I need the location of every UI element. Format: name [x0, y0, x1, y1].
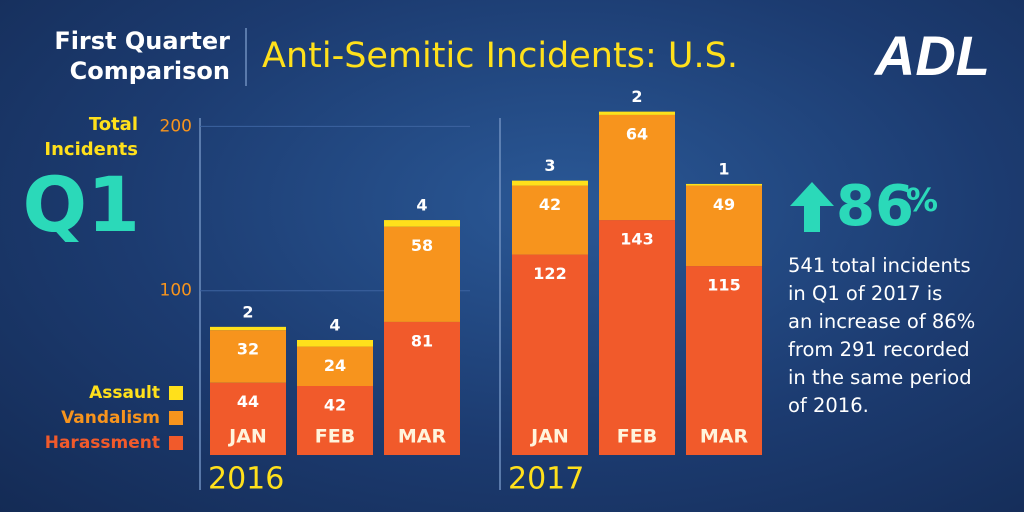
x-tick-label: JAN [227, 426, 267, 448]
subtitle: First Quarter [54, 27, 230, 55]
bar-segment [384, 220, 460, 227]
y-tick-label: 200 [160, 116, 192, 136]
bar-segment [686, 183, 762, 186]
bar-segment [686, 266, 762, 455]
value-label: 2 [631, 87, 642, 106]
year-label: 2017 [508, 462, 584, 497]
bar-segment [210, 382, 286, 455]
value-label: 64 [626, 124, 648, 143]
value-label: 115 [707, 276, 740, 295]
value-label: 42 [324, 396, 346, 415]
bar-segment [297, 346, 373, 386]
x-tick-label: FEB [617, 426, 657, 448]
description-line: 541 total incidents [788, 254, 971, 277]
x-tick-label: MAR [700, 426, 749, 448]
legend-label: Harassment [45, 433, 160, 453]
sidebar-label: Total [89, 114, 138, 135]
value-label: 4 [329, 316, 340, 335]
value-label: 81 [411, 331, 433, 350]
bar-segment [599, 114, 675, 221]
value-label: 42 [539, 195, 561, 214]
bar-segment [599, 220, 675, 455]
value-label: 4 [416, 196, 427, 215]
x-tick-label: JAN [529, 426, 569, 448]
description: 541 total incidents in Q1 of 2017 is an in… [788, 252, 1013, 420]
bar-segment [210, 326, 286, 331]
x-tick-label: FEB [315, 426, 355, 448]
stat-unit: % [906, 181, 938, 219]
bar-segment [384, 226, 460, 322]
bar-segment [512, 185, 588, 255]
y-tick-label: 100 [160, 281, 192, 301]
description-line: in the same period [788, 366, 972, 389]
bar-segment [686, 185, 762, 267]
up-arrow [790, 182, 834, 232]
bar-segment [210, 330, 286, 383]
value-label: 49 [713, 195, 735, 214]
description-line: in Q1 of 2017 is [788, 282, 943, 305]
bar-segment [297, 340, 373, 347]
description-line: an increase of 86% [788, 310, 976, 333]
value-label: 2 [242, 302, 253, 321]
description-line: from 291 recorded [788, 338, 970, 361]
bar-segment [512, 180, 588, 186]
legend-label: Assault [89, 383, 160, 403]
period: Q1 [23, 160, 141, 249]
value-label: 122 [533, 264, 566, 283]
stat-number: 86 [836, 174, 914, 239]
description-line: of 2016. [788, 394, 869, 417]
year-label: 2016 [208, 462, 284, 497]
bar-segment [599, 111, 675, 115]
value-label: 1 [718, 159, 729, 178]
value-label: 3 [544, 156, 555, 175]
legend-swatch [169, 436, 183, 450]
bar-segment [512, 254, 588, 455]
title: Anti-Semitic Incidents: U.S. [262, 36, 738, 76]
legend-swatch [169, 386, 183, 400]
value-label: 143 [620, 230, 653, 249]
legend-label: Vandalism [61, 408, 160, 428]
value-label: 44 [237, 392, 259, 411]
x-tick-label: MAR [398, 426, 447, 448]
value-label: 24 [324, 356, 346, 375]
subtitle: Comparison [70, 57, 230, 85]
value-label: 32 [237, 340, 259, 359]
value-label: 58 [411, 236, 433, 255]
legend-swatch [169, 411, 183, 425]
sidebar-label: Incidents [44, 139, 138, 160]
bar-segment [297, 386, 373, 455]
logo: ADL [873, 24, 990, 87]
bar-segment [384, 321, 460, 455]
